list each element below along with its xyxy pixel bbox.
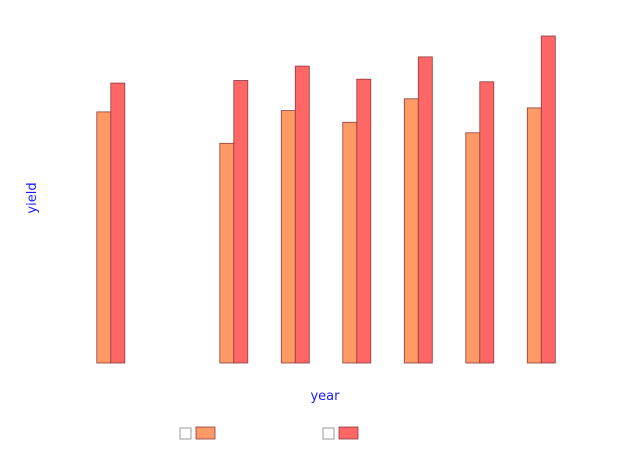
bars-group xyxy=(96,35,556,364)
bar-series-2-item-4 xyxy=(294,65,310,364)
bar-series-2-item-3 xyxy=(233,80,249,364)
bar-series-1-item-8 xyxy=(526,107,542,364)
bar-series-2-item-7 xyxy=(479,81,495,364)
bar-series-2-item-1 xyxy=(110,82,126,364)
bar-series-1-item-5 xyxy=(342,121,358,364)
x-axis-title: year xyxy=(310,389,340,404)
bar-series-2-item-8 xyxy=(540,35,556,364)
bar-series-1-item-3 xyxy=(219,142,235,364)
bar-series-1-item-4 xyxy=(280,110,296,364)
legend-swatch-series-2 xyxy=(338,426,359,440)
legend-toggle-series-2[interactable] xyxy=(322,427,335,440)
bar-series-2-item-5 xyxy=(356,78,372,364)
legend xyxy=(179,426,359,440)
legend-swatch-series-1 xyxy=(195,426,216,440)
y-axis-title: yield xyxy=(25,182,40,213)
bar-series-1-item-7 xyxy=(465,132,481,364)
bar-series-1-item-1 xyxy=(96,111,112,364)
bar-series-1-item-6 xyxy=(403,98,419,364)
bar-series-2-item-6 xyxy=(417,56,433,364)
legend-toggle-series-1[interactable] xyxy=(179,427,192,440)
